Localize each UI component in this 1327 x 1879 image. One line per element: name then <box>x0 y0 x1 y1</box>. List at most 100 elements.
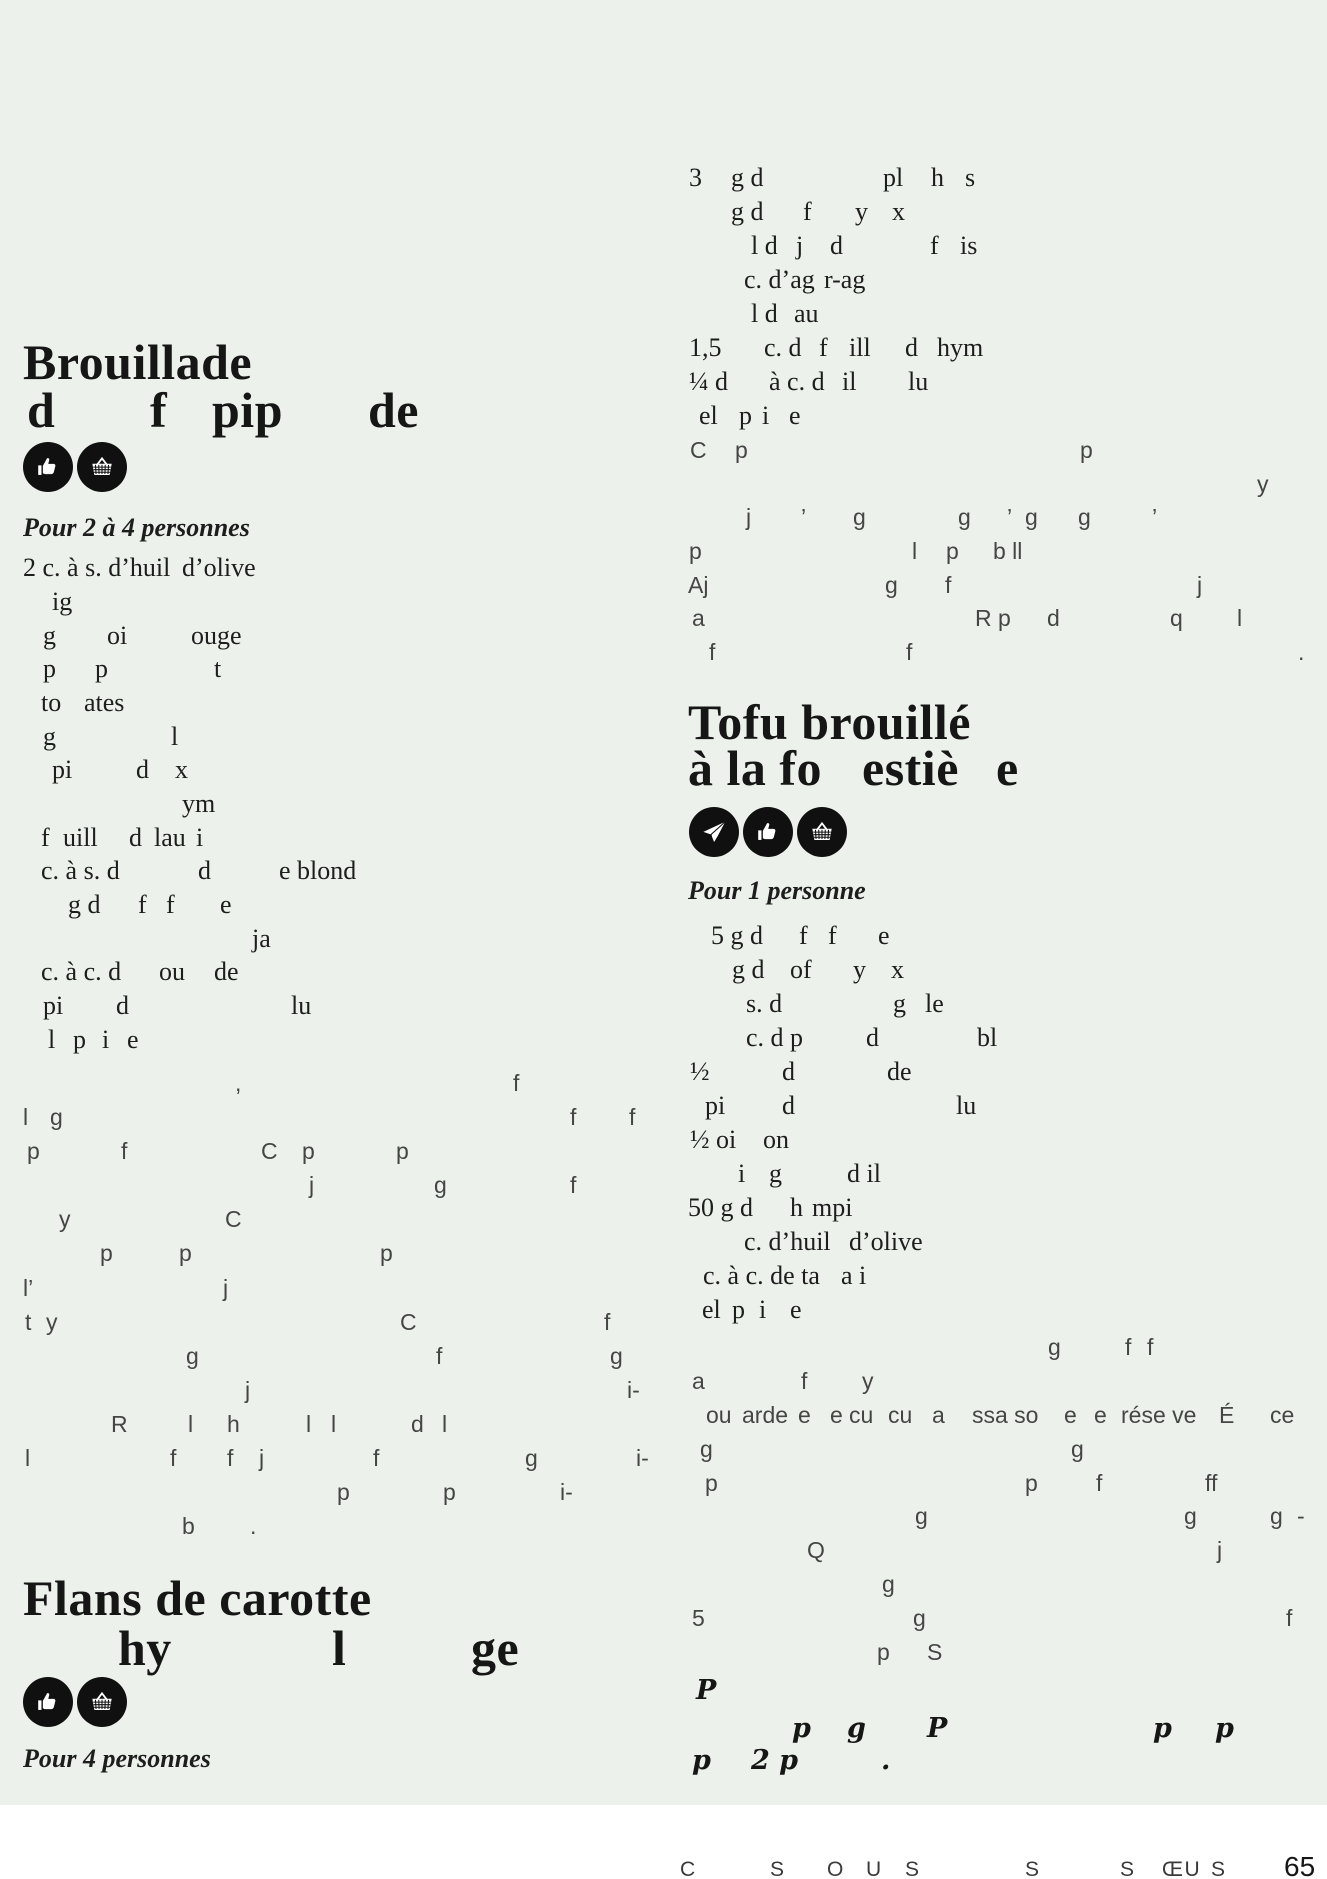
text-fragment: d <box>905 333 918 362</box>
text-fragment: x <box>175 755 188 784</box>
text-fragment: p <box>735 437 748 463</box>
text-fragment: g <box>913 1605 926 1631</box>
text-fragment: P <box>696 1675 717 1706</box>
text-fragment: ’ <box>1007 504 1013 530</box>
text-fragment: ssa so <box>972 1402 1039 1428</box>
text-fragment: f <box>150 382 168 438</box>
text-fragment: g <box>915 1503 928 1529</box>
text-fragment: f <box>570 1172 577 1198</box>
text-fragment: p <box>100 1240 113 1266</box>
text-fragment: p <box>95 654 108 683</box>
text-fragment: is <box>960 231 978 260</box>
text-fragment: l <box>331 1411 337 1437</box>
text-fragment: r-ag <box>824 265 866 294</box>
text-fragment: f <box>799 921 808 950</box>
thumbs-up-button[interactable] <box>23 1677 73 1727</box>
text-fragment: g d <box>731 197 764 226</box>
text-fragment: c. d <box>764 333 802 362</box>
text-fragment: e <box>789 401 801 430</box>
basket-button[interactable] <box>77 1677 127 1727</box>
text-fragment: d <box>116 991 129 1020</box>
text-fragment: p <box>337 1479 350 1505</box>
text-fragment: S <box>1025 1858 1041 1879</box>
text-fragment: de <box>368 382 419 438</box>
text-fragment: p <box>43 654 56 683</box>
text-fragment: il <box>842 367 857 396</box>
text-fragment: g <box>50 1104 63 1130</box>
footer-band <box>0 1805 1327 1879</box>
text-fragment: d il <box>847 1159 881 1188</box>
text-fragment: l <box>25 1445 31 1471</box>
text-fragment: p <box>179 1240 192 1266</box>
basket-icon <box>92 1691 112 1711</box>
text-fragment: . <box>250 1513 257 1539</box>
thumbs-up-icon <box>758 823 776 840</box>
text-fragment: d <box>136 755 149 784</box>
text-fragment: Q <box>807 1537 825 1563</box>
text-fragment: b <box>182 1513 195 1539</box>
text-fragment: pi <box>705 1091 726 1120</box>
text-fragment: of <box>790 955 812 984</box>
text-fragment: f <box>828 921 837 950</box>
paper-plane-button[interactable] <box>689 807 739 857</box>
text-fragment: . <box>881 1745 891 1776</box>
text-fragment: j <box>259 1445 265 1471</box>
text-fragment: C <box>261 1138 278 1164</box>
text-fragment: p <box>1215 1713 1234 1744</box>
text-fragment: c. d’ag <box>744 265 815 294</box>
text-fragment: i <box>196 823 204 852</box>
thumbs-up-button[interactable] <box>23 442 73 492</box>
text-fragment: t <box>214 654 222 683</box>
text-fragment: pi <box>52 755 73 784</box>
paper-plane-icon <box>703 821 726 843</box>
text-fragment: l <box>23 1104 29 1130</box>
text-fragment: e <box>1094 1402 1107 1428</box>
text-fragment: O <box>827 1858 845 1879</box>
basket-button[interactable] <box>77 442 127 492</box>
text-fragment: y <box>46 1309 58 1335</box>
text-fragment: arde <box>742 1402 789 1428</box>
text-fragment: g <box>43 722 56 751</box>
text-fragment: i <box>759 1295 767 1324</box>
basket-button[interactable] <box>797 807 847 857</box>
text-fragment: l d <box>751 231 778 260</box>
text-fragment: l <box>442 1411 448 1437</box>
text-fragment: p <box>705 1470 718 1496</box>
text-fragment: ½ <box>690 1057 710 1086</box>
text-fragment: ates <box>84 688 125 717</box>
text-fragment: ou <box>159 957 185 986</box>
text-fragment: , <box>235 1070 242 1096</box>
text-fragment: f <box>1286 1605 1293 1631</box>
text-fragment: j <box>245 1377 251 1403</box>
text-fragment: j <box>1217 1537 1223 1563</box>
text-fragment: g <box>882 1571 895 1597</box>
text-fragment: l <box>332 1620 347 1676</box>
text-fragment: f <box>906 639 913 665</box>
text-fragment: l’ <box>23 1275 34 1301</box>
text-fragment: S <box>770 1858 786 1879</box>
text-fragment: d <box>1047 605 1060 631</box>
text-fragment: l <box>188 1411 194 1437</box>
text-fragment: d <box>782 1057 795 1086</box>
text-fragment: c. à c. d <box>41 957 122 986</box>
text-fragment: g <box>847 1713 866 1744</box>
text-fragment: p <box>877 1639 890 1665</box>
text-fragment: f <box>930 231 939 260</box>
text-fragment: p <box>1025 1470 1038 1496</box>
text-fragment: d <box>198 856 211 885</box>
thumbs-up-icon <box>38 458 56 475</box>
text-fragment: j <box>223 1275 229 1301</box>
text-fragment: e <box>878 921 890 950</box>
text-fragment: pl <box>883 163 904 192</box>
text-fragment: Pour 1 personne <box>688 876 866 905</box>
text-fragment: Flans de carotte <box>23 1570 372 1626</box>
text-fragment: au <box>794 299 819 328</box>
text-fragment: 3 <box>689 163 702 192</box>
thumbs-up-button[interactable] <box>743 807 793 857</box>
text-fragment: e <box>220 890 232 919</box>
text-fragment: l <box>912 538 918 564</box>
text-fragment: g <box>1071 1436 1084 1462</box>
text-fragment: f <box>373 1445 380 1471</box>
text-fragment: f <box>138 890 147 919</box>
